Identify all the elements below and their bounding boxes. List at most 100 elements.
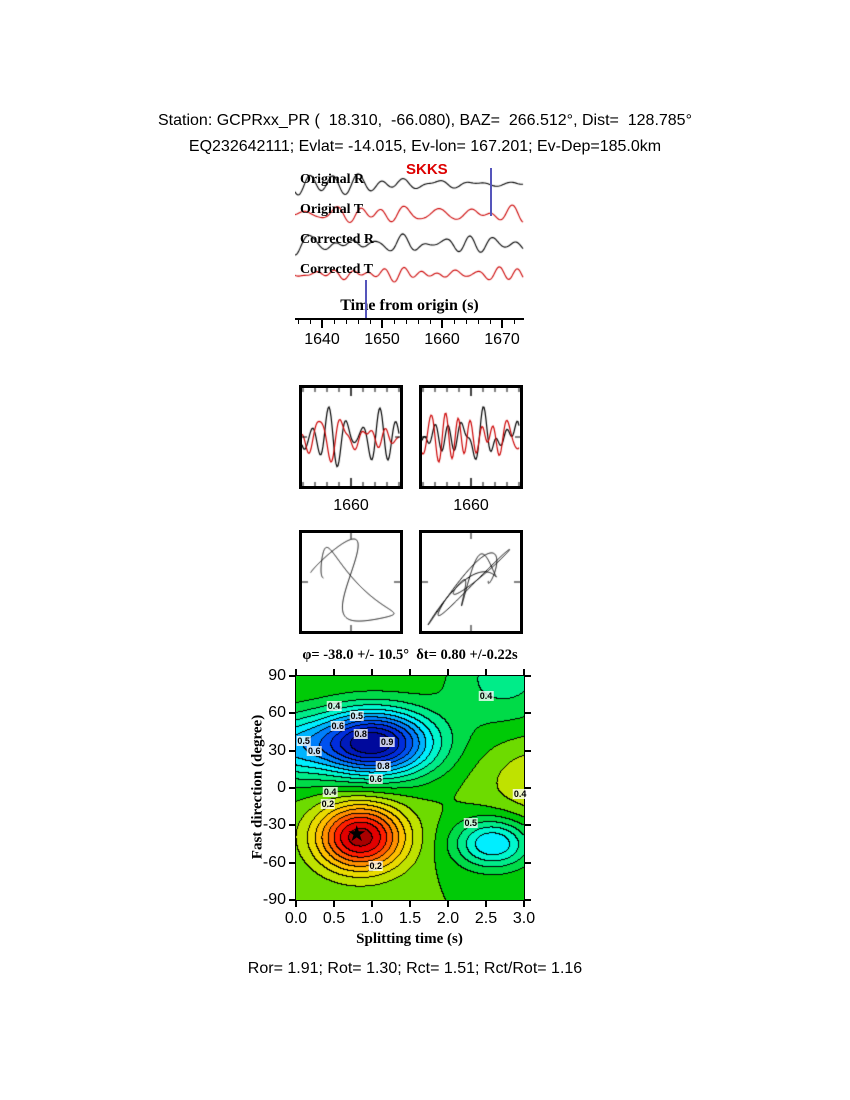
station-title: Station: GCPRxx_PR ( 18.310, -66.080), B… — [158, 112, 692, 129]
x-axis-tick-label: 1.5 — [398, 910, 422, 927]
particle-motion-panel-original — [299, 530, 403, 634]
particle-motion-canvas-corrected — [422, 533, 520, 631]
time-axis-tick-label: 1660 — [424, 331, 460, 348]
x-axis-tick-label: 2.0 — [436, 910, 460, 927]
contour-value-label: 0.5 — [349, 710, 365, 721]
time-axis-minor-tick — [490, 320, 491, 324]
phase-window-marker — [365, 280, 367, 318]
splitting-result-title: φ= -38.0 +/- 10.5° δt= 0.80 +/-0.22s — [302, 647, 518, 663]
event-subtitle: EQ232642111; Evlat= -14.015, Ev-lon= 167… — [188, 138, 662, 155]
x-axis-title: Splitting time (s) — [356, 931, 463, 947]
y-axis-tick — [524, 787, 531, 789]
particle-motion-panel-corrected — [419, 530, 523, 634]
y-axis-tick-label: -30 — [262, 816, 286, 834]
time-axis: 1640 1650 1660 1670 — [295, 318, 524, 348]
y-axis-tick — [524, 749, 531, 752]
time-axis-tick-label: 1640 — [304, 331, 340, 348]
x-axis-tick — [485, 669, 487, 676]
trace-label-original-t: Original T — [300, 202, 364, 217]
time-axis-minor-tick — [346, 320, 347, 324]
time-axis-minor-tick — [418, 320, 419, 324]
x-axis-tick — [295, 900, 297, 907]
time-axis-title: Time from origin (s) — [340, 297, 479, 314]
time-axis-minor-tick — [466, 320, 467, 324]
phase-label-skks: SKKS — [406, 161, 448, 178]
contour-value-label: 0.8 — [376, 760, 391, 771]
y-axis-title: Fast direction (degree) — [249, 714, 266, 860]
particle-motion-canvas-original — [302, 533, 400, 631]
contour-value-label: 0.2 — [368, 861, 384, 872]
time-axis-minor-tick — [310, 320, 311, 324]
time-axis-major-tick — [321, 320, 323, 328]
x-axis-tick — [333, 900, 335, 907]
zoom-wave-panel-left — [299, 385, 403, 489]
time-axis-minor-tick — [430, 320, 431, 324]
time-axis-minor-tick — [478, 320, 479, 324]
y-axis-tick — [289, 861, 296, 864]
time-axis-minor-tick — [514, 320, 515, 324]
y-axis-tick — [289, 824, 296, 827]
y-axis-tick — [289, 899, 296, 901]
contour-value-label: 0.2 — [320, 799, 336, 810]
x-axis-tick — [295, 669, 297, 676]
x-axis-tick-label: 1.0 — [360, 910, 384, 927]
time-axis-tick-label: 1650 — [364, 331, 400, 348]
contour-value-label: 0.4 — [478, 690, 494, 701]
y-axis-tick — [289, 675, 296, 677]
y-axis-tick-label: 60 — [268, 704, 286, 722]
time-axis-minor-tick — [454, 320, 455, 324]
y-axis-tick-label: 90 — [268, 667, 286, 684]
trace-label-corrected-r: Corrected R — [300, 232, 374, 247]
seismogram-traces-canvas — [295, 170, 524, 300]
contour-value-label: 0.6 — [368, 774, 384, 785]
time-axis-tick-label: 1670 — [484, 331, 520, 348]
x-axis-tick — [409, 669, 411, 676]
time-axis-minor-tick — [358, 320, 359, 324]
contour-value-label: 0.5 — [296, 735, 311, 746]
best-fit-star-marker: ★ — [346, 821, 367, 847]
misfit-contour-plot: ★ 0.4 0.5 0.6 0.8 0.9 0.5 0.6 0.8 0.6 0.4 0.2 0.2 0.… — [263, 667, 535, 927]
x-axis-tick — [523, 669, 525, 676]
contour-value-label: 0.6 — [330, 720, 346, 731]
x-axis-tick — [333, 669, 335, 676]
contour-value-label: 0.4 — [512, 789, 528, 800]
zoom-wave-canvas-right — [422, 388, 520, 486]
x-axis-tick-label: 3.0 — [512, 910, 536, 927]
time-axis-minor-tick — [334, 320, 335, 324]
zoom-tick-label-right: 1660 — [453, 497, 489, 514]
y-axis-tick — [289, 712, 296, 715]
contour-value-label: 0.8 — [353, 729, 368, 740]
trace-label-corrected-t: Corrected T — [300, 262, 373, 277]
x-axis-tick — [371, 900, 373, 907]
time-axis-major-tick — [501, 320, 503, 328]
y-axis-tick — [289, 787, 296, 789]
x-axis-tick — [523, 900, 525, 907]
y-axis-tick-label: -60 — [262, 853, 286, 871]
zoom-wave-canvas-left — [302, 388, 400, 486]
y-axis-tick-label: 30 — [268, 741, 286, 759]
trace-label-original-r: Original R — [300, 172, 365, 187]
zoom-tick-label-left: 1660 — [333, 497, 369, 514]
y-axis-tick — [524, 899, 531, 901]
time-axis-minor-tick — [406, 320, 407, 324]
x-axis-tick — [447, 900, 449, 907]
x-axis-tick — [409, 900, 411, 907]
contour-value-label: 0.4 — [322, 786, 338, 797]
contour-value-label: 0.5 — [463, 817, 479, 828]
time-axis-minor-tick — [370, 320, 371, 324]
quality-ratios-line: Ror= 1.91; Rot= 1.30; Rct= 1.51; Rct/Rot… — [247, 960, 583, 977]
phase-window-marker — [490, 168, 492, 216]
contour-value-label: 0.9 — [379, 736, 395, 747]
zoom-wave-panel-right — [419, 385, 523, 489]
y-axis-tick — [289, 749, 296, 752]
y-axis-tick — [524, 824, 531, 827]
x-axis-tick-label: 0.0 — [284, 910, 308, 927]
x-axis-tick — [447, 669, 449, 676]
contour-value-label: 0.4 — [326, 700, 342, 711]
time-axis-major-tick — [381, 320, 383, 328]
time-axis-minor-tick — [394, 320, 395, 324]
contour-value-label: 0.6 — [306, 745, 322, 756]
y-axis-tick-label: -90 — [262, 891, 286, 908]
time-axis-minor-tick — [298, 320, 299, 324]
